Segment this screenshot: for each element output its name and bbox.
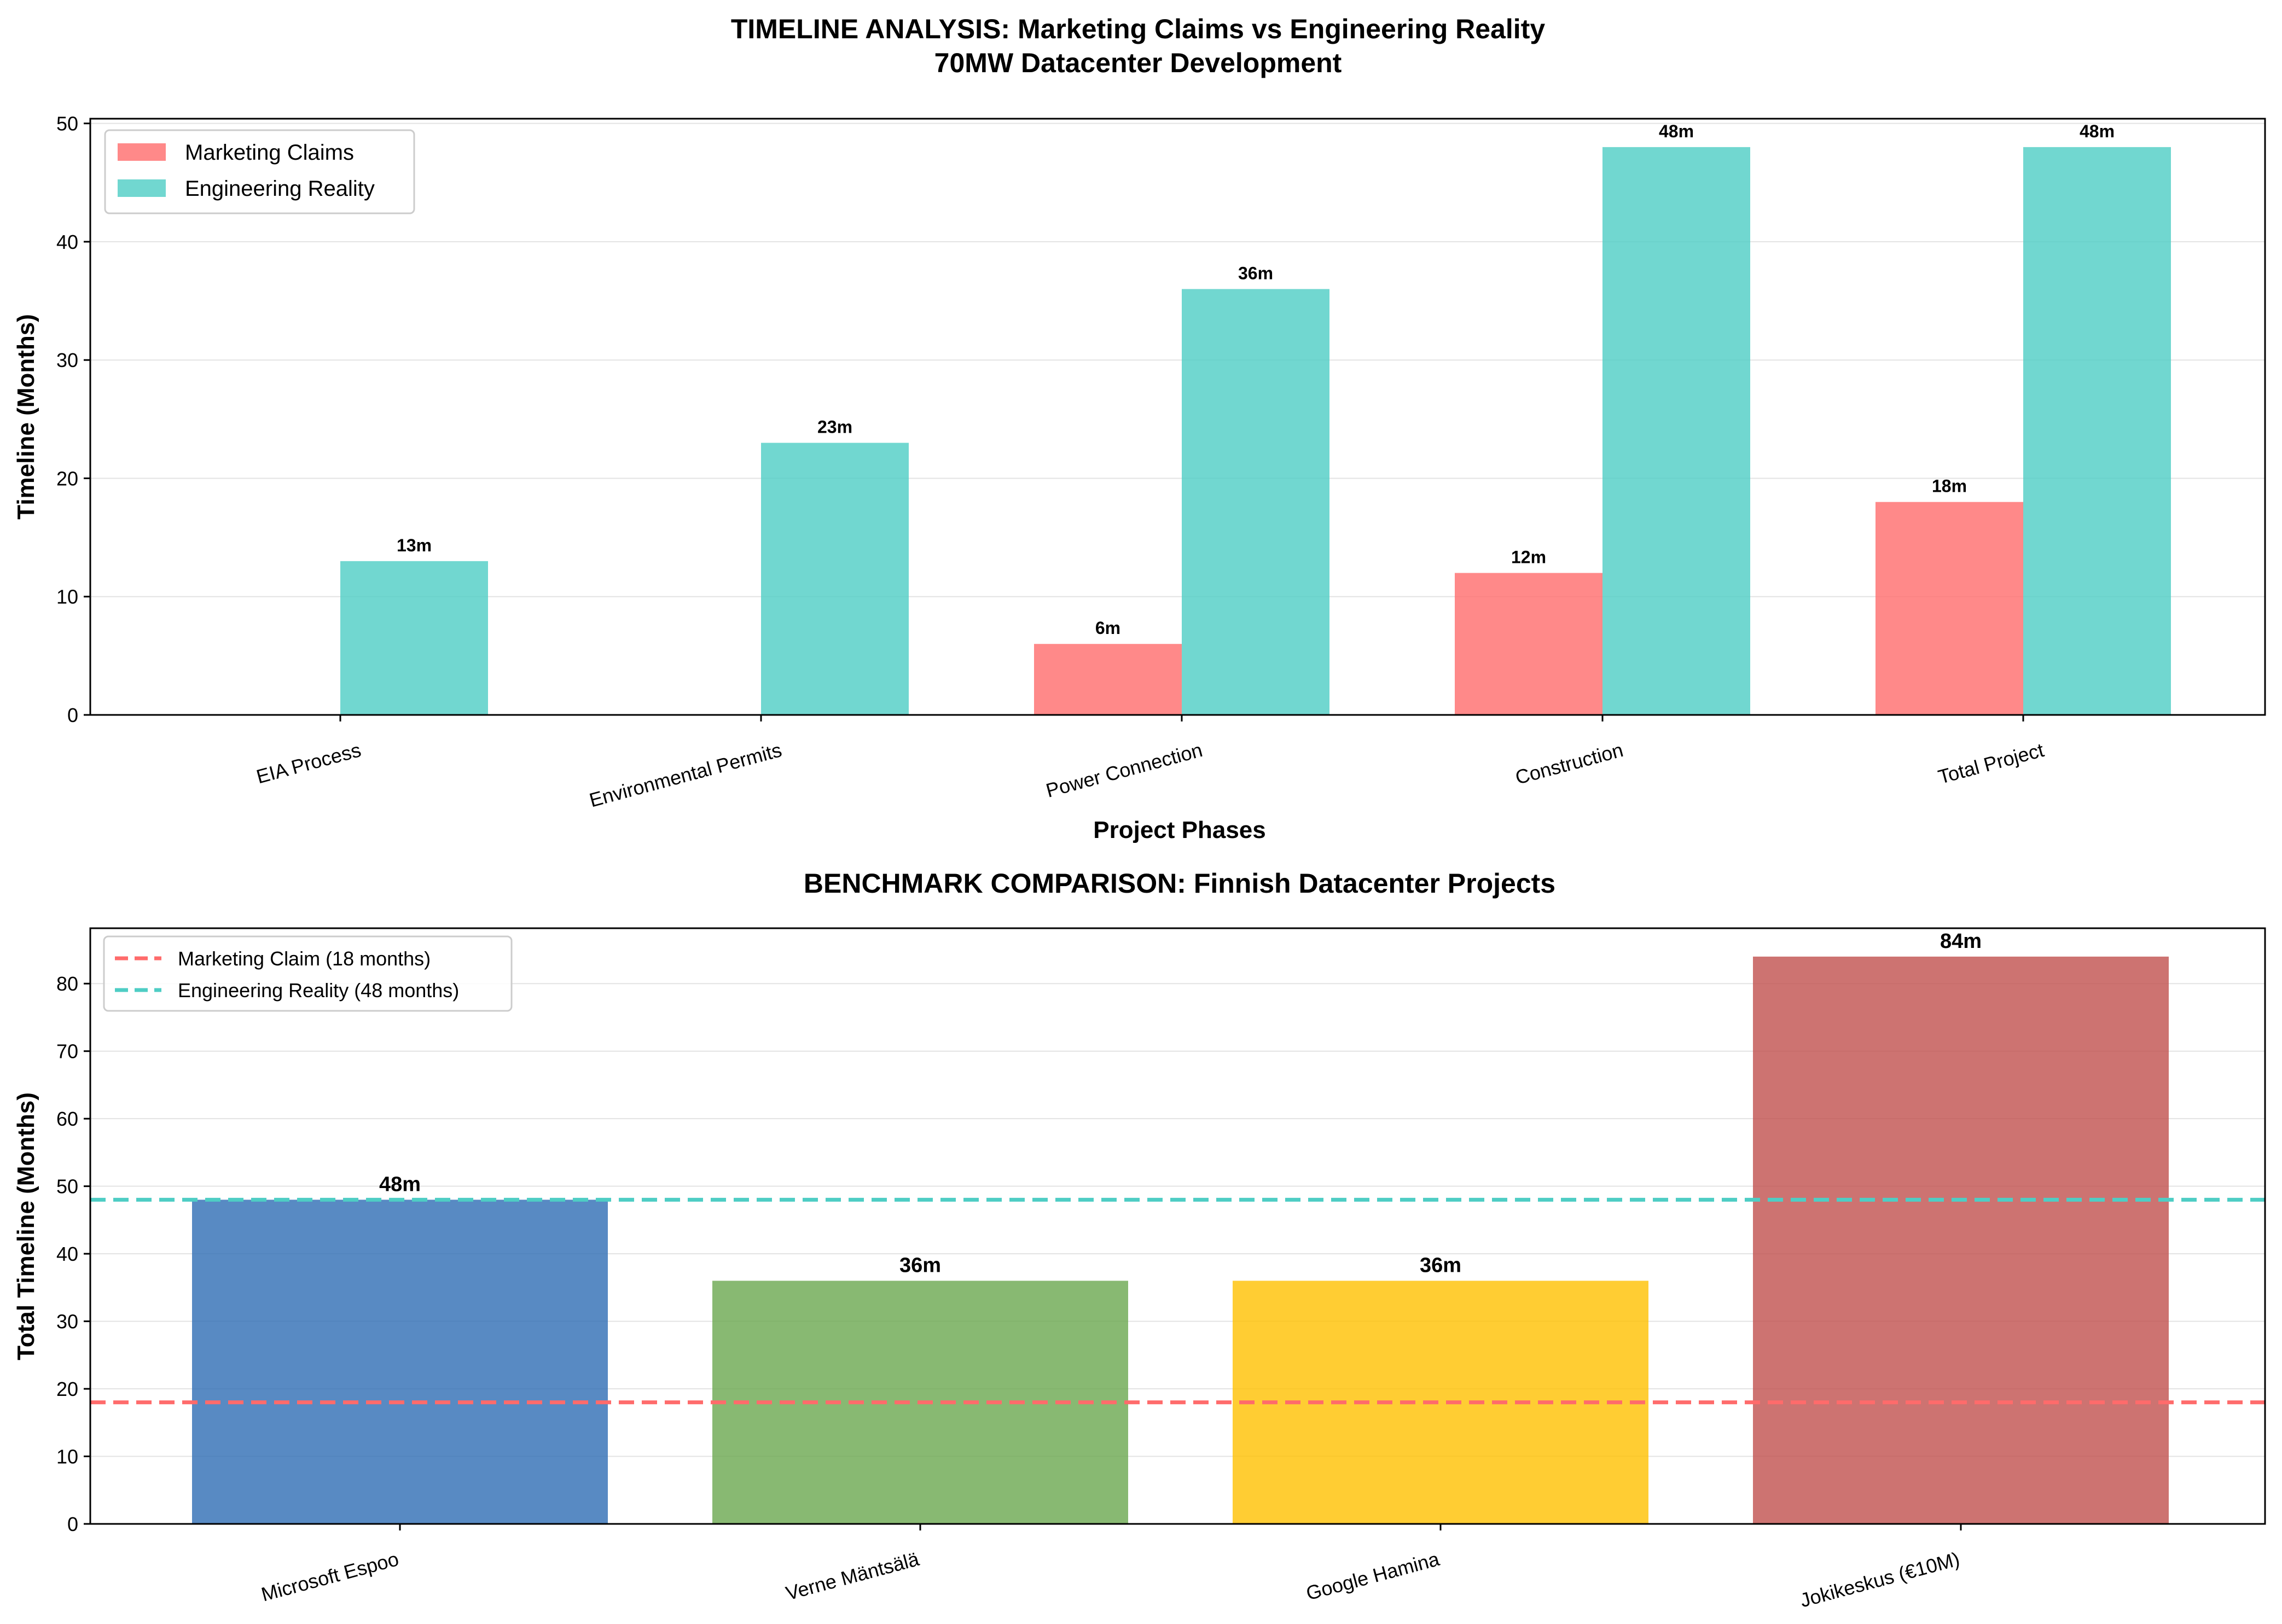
chart2-plot-frame bbox=[89, 927, 2266, 1525]
bar-engineering-reality-eia-process bbox=[340, 561, 488, 715]
chart2-y-tick-label: 40 bbox=[56, 1243, 78, 1265]
bar-label-engineering-reality-total-project: 48m bbox=[2080, 121, 2115, 141]
legend-label-marketing-claims: Marketing Claims bbox=[185, 141, 354, 165]
bar-label-google-hamina: 36m bbox=[1420, 1254, 1461, 1277]
chart1-ylabel: Timeline (Months) bbox=[13, 314, 39, 520]
chart1-y-ticks: 0 10 20 30 40 50 bbox=[56, 113, 90, 726]
chart1-bars bbox=[340, 147, 2171, 715]
chart2-x-ticks: Microsoft Espoo Verne Mäntsälä Google Hami… bbox=[259, 1524, 1962, 1611]
chart2-ylabel: Total Timeline (Months) bbox=[13, 1092, 39, 1360]
legend-label-engineering-reality-line: Engineering Reality (48 months) bbox=[178, 979, 459, 1002]
x-tick-microsoft-espoo: Microsoft Espoo bbox=[259, 1547, 401, 1605]
x-tick-jokikeskus-10m: Jokikeskus (€10M) bbox=[1798, 1547, 1962, 1611]
chart2-y-tick-label: 30 bbox=[56, 1311, 78, 1333]
bar-microsoft-espoo bbox=[192, 1200, 608, 1524]
chart2-title: BENCHMARK COMPARISON: Finnish Datacenter… bbox=[804, 868, 1555, 899]
x-tick-eia-process: EIA Process bbox=[254, 738, 363, 788]
chart1-y-tick-label: 20 bbox=[56, 467, 78, 490]
bar-label-engineering-reality-power-connection: 36m bbox=[1238, 263, 1273, 283]
legend-label-marketing-claim: Marketing Claim (18 months) bbox=[178, 947, 431, 970]
legend-swatch-engineering-reality bbox=[118, 179, 166, 197]
chart1-y-tick-label: 0 bbox=[67, 704, 78, 726]
x-tick-construction: Construction bbox=[1513, 738, 1625, 789]
bar-engineering-reality-construction bbox=[1602, 147, 1750, 715]
chart1-y-tick-label: 10 bbox=[56, 586, 78, 608]
chart2-reference-lines bbox=[90, 1197, 2265, 1405]
x-tick-verne-m-nts-l: Verne Mäntsälä bbox=[783, 1547, 922, 1605]
bar-engineering-reality-power-connection bbox=[1182, 289, 1329, 715]
bar-label-engineering-reality-construction: 48m bbox=[1659, 121, 1694, 141]
chart2-y-ticks: 0 10 20 30 40 50 60 70 80 bbox=[56, 973, 90, 1535]
chart2-y-tick-label: 60 bbox=[56, 1108, 78, 1130]
legend-swatch-marketing-claims bbox=[118, 143, 166, 161]
chart1-plot-frame bbox=[89, 118, 2266, 716]
chart1-bar-labels: 13m 23m 6m 36m 12m 48m 18m 48m bbox=[397, 121, 2115, 638]
chart2-bars bbox=[192, 956, 2169, 1524]
chart1-legend: Marketing Claims Engineering Reality bbox=[104, 129, 415, 214]
chart2-y-tick-label: 80 bbox=[56, 973, 78, 995]
bar-label-verne-m-nts-l: 36m bbox=[899, 1254, 941, 1277]
bar-label-engineering-reality-environmental-permits: 23m bbox=[817, 417, 852, 437]
chart1-xlabel: Project Phases bbox=[1093, 817, 1266, 843]
chart1-legend-box bbox=[104, 129, 415, 214]
chart2-y-tick-label: 50 bbox=[56, 1175, 78, 1198]
chart2-y-tick-label: 0 bbox=[67, 1513, 78, 1535]
chart1-y-tick-label: 30 bbox=[56, 349, 78, 371]
bar-marketing-claims-construction bbox=[1455, 573, 1602, 715]
bar-marketing-claims-power-connection bbox=[1034, 644, 1182, 715]
bar-label-marketing-claims-total-project: 18m bbox=[1932, 476, 1967, 496]
x-tick-environmental-permits: Environmental Permits bbox=[587, 738, 784, 811]
legend-label-engineering-reality: Engineering Reality bbox=[185, 177, 375, 201]
chart2-legend-box bbox=[103, 935, 513, 1012]
bar-google-hamina bbox=[1233, 1280, 1648, 1524]
chart1-title: TIMELINE ANALYSIS: Marketing Claims vs E… bbox=[731, 14, 1545, 44]
chart2-y-tick-label: 10 bbox=[56, 1446, 78, 1468]
chart2-y-tick-label: 70 bbox=[56, 1040, 78, 1063]
bar-marketing-claims-total-project bbox=[1875, 502, 2023, 715]
bar-label-marketing-claims-power-connection: 6m bbox=[1095, 618, 1120, 638]
chart2-bar-labels: 48m 36m 36m 84m bbox=[379, 930, 1982, 1277]
bar-label-microsoft-espoo: 48m bbox=[379, 1173, 421, 1196]
chart1-y-tick-label: 50 bbox=[56, 113, 78, 135]
chart1-y-tick-label: 40 bbox=[56, 231, 78, 253]
chart1-x-ticks: EIA Process Environmental Permits Power Co… bbox=[254, 715, 2046, 811]
x-tick-total-project: Total Project bbox=[1936, 738, 2046, 788]
bar-engineering-reality-environmental-permits bbox=[761, 443, 909, 715]
chart1-subtitle: 70MW Datacenter Development bbox=[934, 48, 1342, 78]
chart2-y-tick-label: 20 bbox=[56, 1378, 78, 1400]
bar-label-engineering-reality-eia-process: 13m bbox=[397, 535, 432, 555]
x-tick-power-connection: Power Connection bbox=[1043, 738, 1205, 802]
x-tick-google-hamina: Google Hamina bbox=[1304, 1547, 1442, 1605]
chart2-legend: Marketing Claim (18 months) Engineering … bbox=[103, 935, 513, 1012]
bar-label-jokikeskus-10m: 84m bbox=[1940, 930, 1982, 953]
bar-label-marketing-claims-construction: 12m bbox=[1511, 547, 1546, 567]
bar-engineering-reality-total-project bbox=[2023, 147, 2171, 715]
bar-jokikeskus-10m bbox=[1753, 956, 2169, 1524]
